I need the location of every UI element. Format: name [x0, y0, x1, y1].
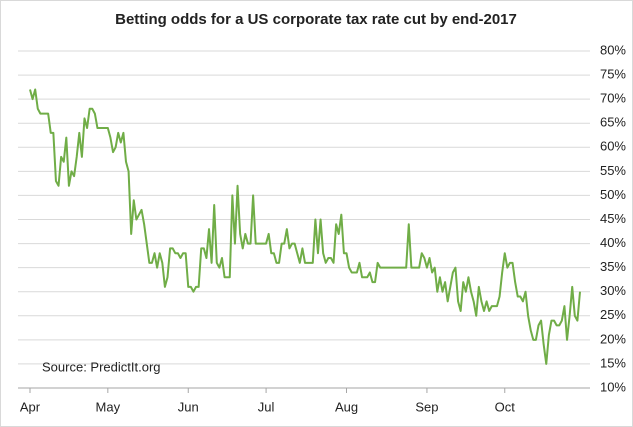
y-tick-label: 15%	[600, 355, 626, 370]
y-tick-label: 75%	[600, 67, 626, 82]
y-tick-label: 65%	[600, 115, 626, 130]
y-tick-label: 70%	[600, 91, 626, 106]
y-tick-label: 35%	[600, 259, 626, 274]
x-tick-label: Sep	[415, 399, 438, 414]
y-tick-label: 40%	[600, 235, 626, 250]
x-tick-label: May	[96, 399, 121, 414]
y-tick-label: 10%	[600, 379, 626, 394]
y-tick-label: 30%	[600, 283, 626, 298]
y-tick-label: 60%	[600, 139, 626, 154]
data-line	[29, 88, 581, 365]
x-tick-label: Oct	[495, 399, 516, 414]
y-tick-label: 25%	[600, 307, 626, 322]
y-tick-label: 55%	[600, 163, 626, 178]
y-tick-label: 20%	[600, 331, 626, 346]
y-tick-label: 50%	[600, 187, 626, 202]
chart-title: Betting odds for a US corporate tax rate…	[115, 11, 517, 28]
x-tick-label: Jul	[258, 399, 275, 414]
x-tick-label: Jun	[178, 399, 199, 414]
y-tick-label: 45%	[600, 211, 626, 226]
source-note: Source: PredictIt.org	[42, 359, 161, 374]
y-tick-label: 80%	[600, 42, 626, 57]
x-tick-label: Apr	[20, 399, 41, 414]
x-tick-label: Aug	[335, 399, 358, 414]
